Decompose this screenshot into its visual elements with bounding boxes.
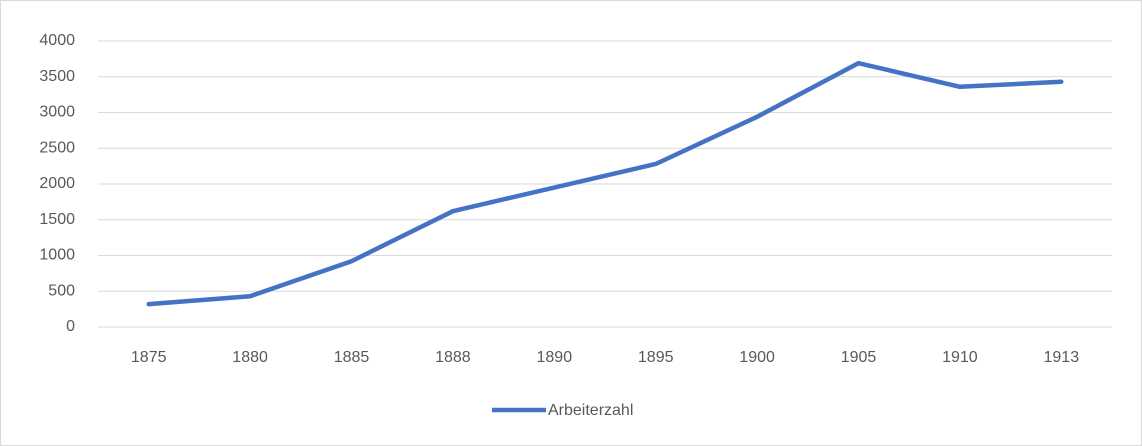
y-tick-label: 0: [66, 318, 75, 335]
y-tick-label: 500: [48, 282, 75, 299]
y-tick-label: 1000: [39, 247, 75, 264]
x-tick-label: 1888: [435, 349, 471, 366]
y-tick-label: 2500: [39, 139, 75, 156]
y-tick-label: 4000: [39, 32, 75, 49]
y-tick-label: 3000: [39, 104, 75, 121]
x-tick-label: 1910: [942, 349, 978, 366]
y-tick-label: 2000: [39, 175, 75, 192]
legend-label: Arbeiterzahl: [548, 402, 633, 419]
x-tick-label: 1895: [638, 349, 674, 366]
x-tick-label: 1900: [739, 349, 775, 366]
x-tick-label: 1905: [841, 349, 877, 366]
x-tick-label: 1880: [232, 349, 268, 366]
data-line: [146, 60, 1064, 307]
x-tick-label: 1875: [131, 349, 167, 366]
x-tick-label: 1890: [537, 349, 573, 366]
y-tick-label: 1500: [39, 211, 75, 228]
y-tick-label: 3500: [39, 68, 75, 85]
x-tick-label: 1885: [334, 349, 370, 366]
x-tick-label: 1913: [1044, 349, 1080, 366]
